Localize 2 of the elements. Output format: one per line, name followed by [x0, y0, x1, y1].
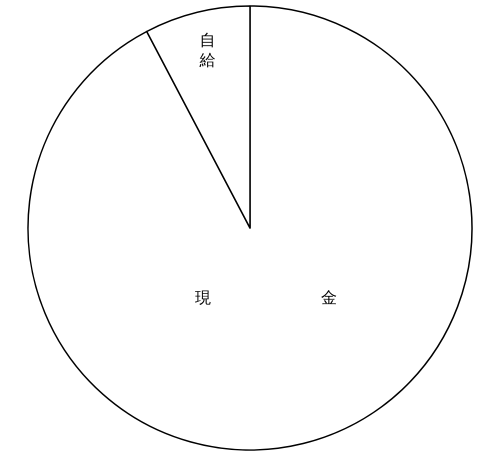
slice-label: 自給	[198, 30, 216, 70]
slice-label: 現金	[194, 288, 447, 307]
